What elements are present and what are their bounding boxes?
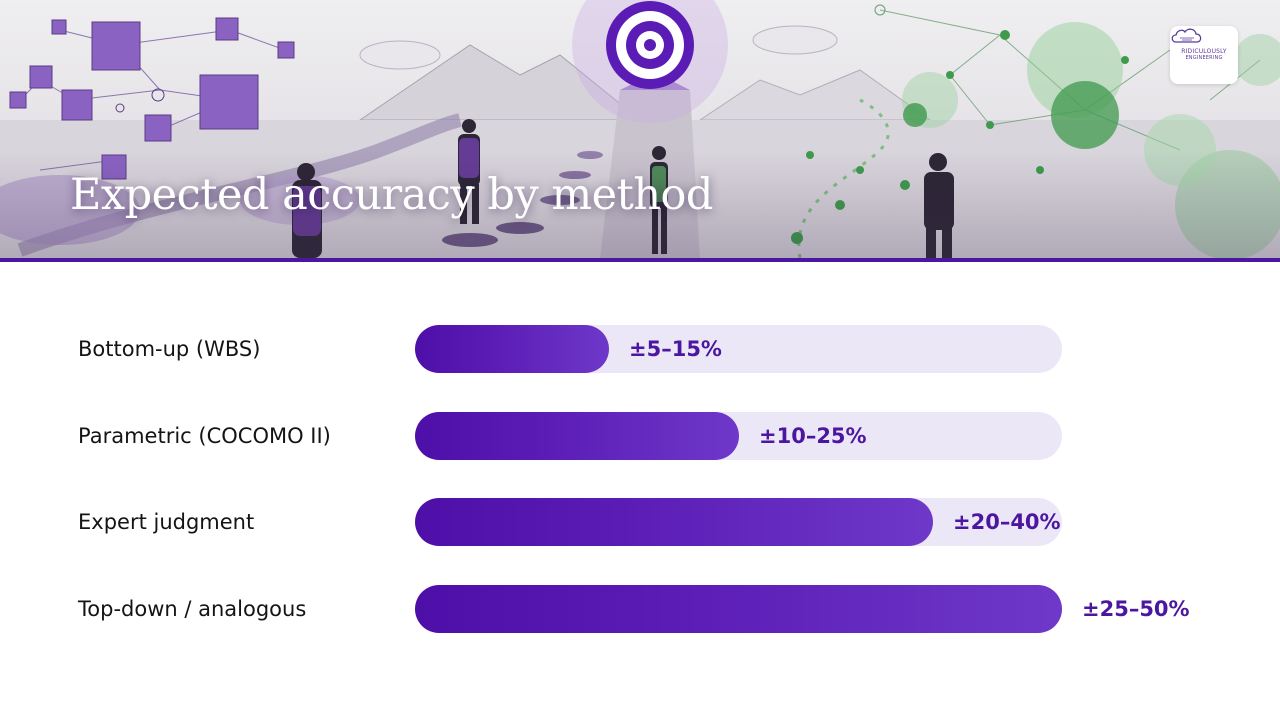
accuracy-bar-chart: Bottom-up (WBS) ±5–15% Parametric (COCOM… [0,262,1280,720]
value-label: ±25–50% [1082,596,1190,621]
slide-title: Expected accuracy by method [70,170,713,220]
category-label: Bottom-up (WBS) [78,337,261,361]
header-divider [0,258,1280,262]
bar [415,498,933,546]
chart-row: Top-down / analogous ±25–50% [0,584,1280,633]
value-label: ±5–15% [629,337,722,361]
category-label: Expert judgment [78,510,255,534]
chart-row: Expert judgment ±20–40% [0,498,1280,546]
chart-row: Bottom-up (WBS) ±5–15% [0,325,1280,373]
logo-wordmark-sub: ENGINEERING [1185,55,1223,61]
banner-illustration [0,0,1280,258]
value-label: ±10–25% [759,423,867,448]
value-label: ±20–40% [953,510,1061,534]
category-label: Parametric (COCOMO II) [78,423,331,448]
chart-row: Parametric (COCOMO II) ±10–25% [0,411,1280,460]
cloud-logo-icon [1171,28,1202,43]
bar [415,325,609,373]
bar [415,584,1062,633]
bar [415,411,739,460]
category-label: Top-down / analogous [78,596,307,621]
company-logo: RIDICULOUSLY ENGINEERING [1170,26,1238,84]
header-banner: Expected accuracy by method RIDICULOUSLY… [0,0,1280,258]
logo-wordmark: RIDICULOUSLY [1181,48,1227,55]
